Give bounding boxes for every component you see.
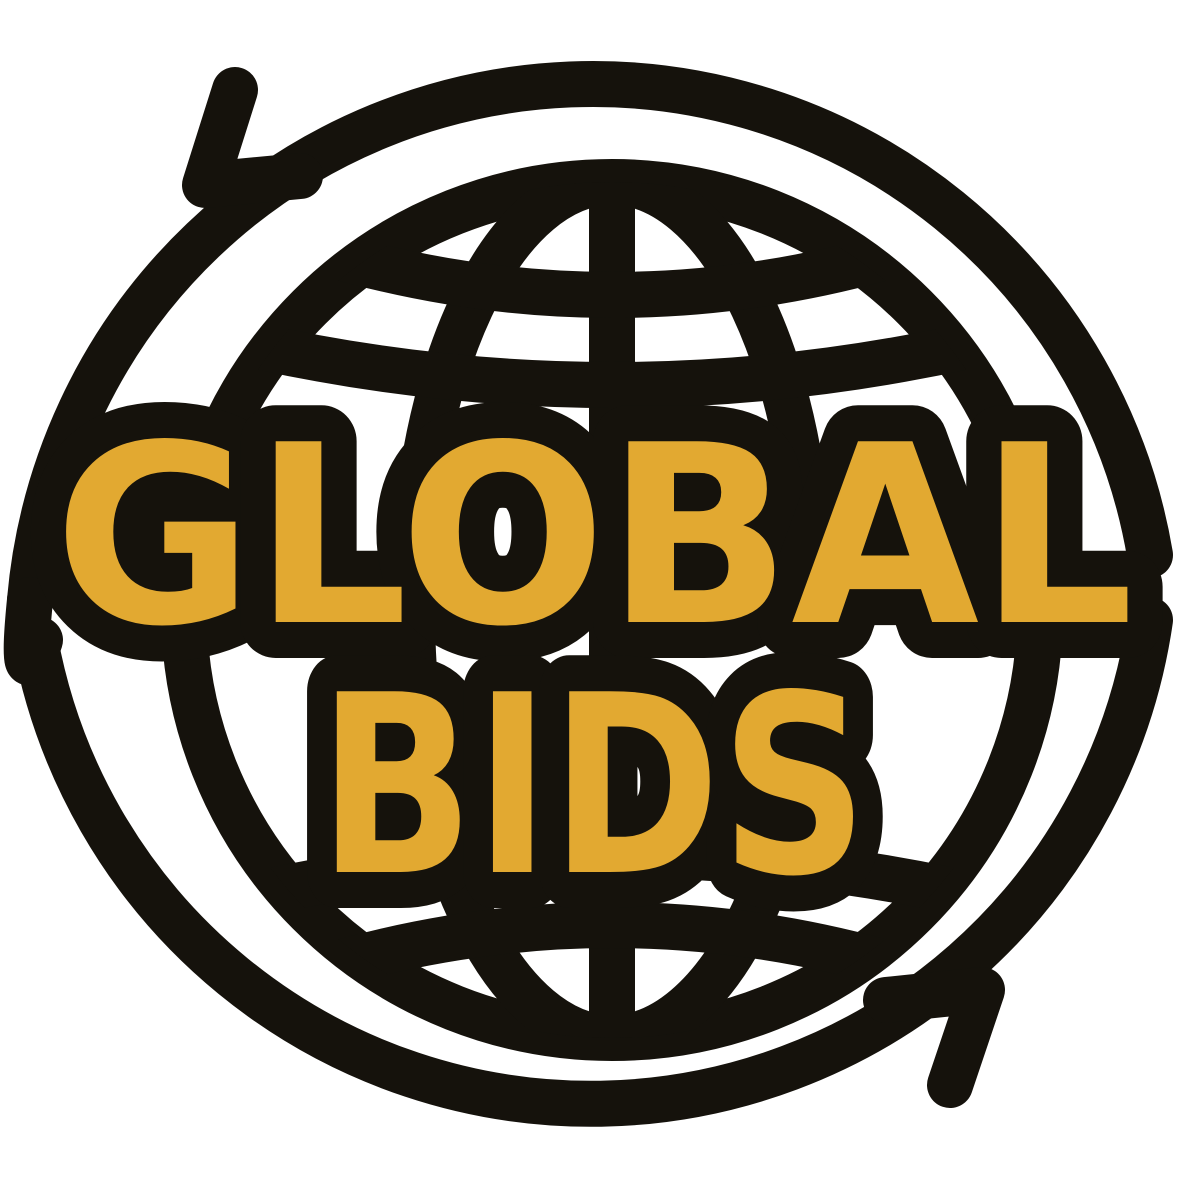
logo-line-2: BIDS [318, 643, 868, 931]
wordmark: GLOBAL BIDS [18, 357, 1170, 967]
arrow-head-top-icon [182, 67, 323, 208]
refresh-arrows-icon [7, 61, 1173, 1127]
logo-line-1: GLOBAL [54, 393, 1134, 681]
globe-icon [161, 159, 1063, 1061]
arrow-head-bottom-icon [863, 967, 1005, 1108]
